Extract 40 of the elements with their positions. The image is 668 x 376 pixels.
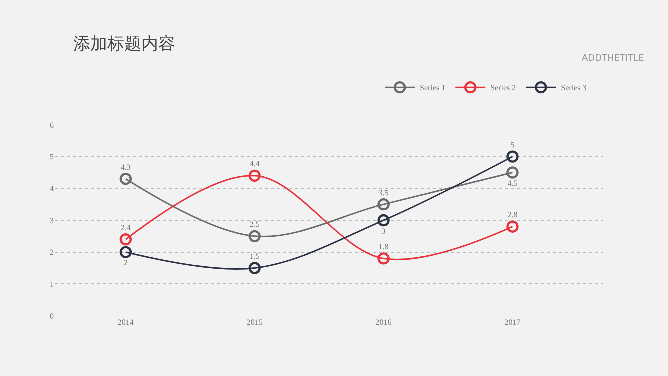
data-label: 1.5 — [250, 252, 260, 261]
data-label: 4.3 — [120, 162, 131, 172]
data-label: 5 — [510, 140, 515, 150]
data-label: 2.5 — [250, 220, 260, 230]
point — [248, 230, 261, 243]
data-label: 1.8 — [378, 242, 389, 252]
y-tick-label: 2 — [50, 248, 54, 258]
x-tick-label: 2014 — [118, 318, 134, 327]
chart-subtitle: ADDTHETITLE — [582, 54, 645, 64]
x-tick-label: 2016 — [376, 318, 392, 327]
x-tick-label: 2017 — [504, 318, 521, 327]
point — [120, 234, 132, 246]
y-tick-label: 6 — [50, 120, 54, 130]
x-tick-label: 2015 — [246, 318, 263, 327]
point — [506, 150, 519, 163]
point — [248, 262, 261, 274]
chart-title: 添加标题内容 — [73, 34, 176, 54]
y-tick-label: 3 — [50, 216, 54, 226]
data-label: 4.5 — [508, 179, 518, 188]
data-label: 3 — [382, 226, 386, 236]
data-label: 2.4 — [120, 223, 131, 232]
point — [120, 173, 132, 186]
data-label: 3.5 — [378, 188, 389, 198]
legend-label: Series 1 — [420, 84, 446, 93]
y-tick-label: 5 — [50, 152, 54, 162]
point — [378, 214, 390, 227]
y-tick-label: 1 — [50, 280, 54, 289]
data-label: 2 — [124, 258, 128, 268]
point — [378, 252, 390, 265]
point — [120, 246, 132, 258]
y-tick-label: 4 — [50, 184, 54, 194]
point — [506, 220, 519, 233]
point — [378, 198, 390, 211]
legend-label: Series 3 — [561, 84, 587, 93]
point — [248, 170, 261, 182]
data-label: 2.8 — [508, 210, 518, 220]
legend-label: Series 2 — [490, 84, 516, 93]
y-tick-label: 0 — [50, 312, 54, 321]
point — [506, 166, 519, 179]
data-label: 4.4 — [250, 160, 260, 169]
